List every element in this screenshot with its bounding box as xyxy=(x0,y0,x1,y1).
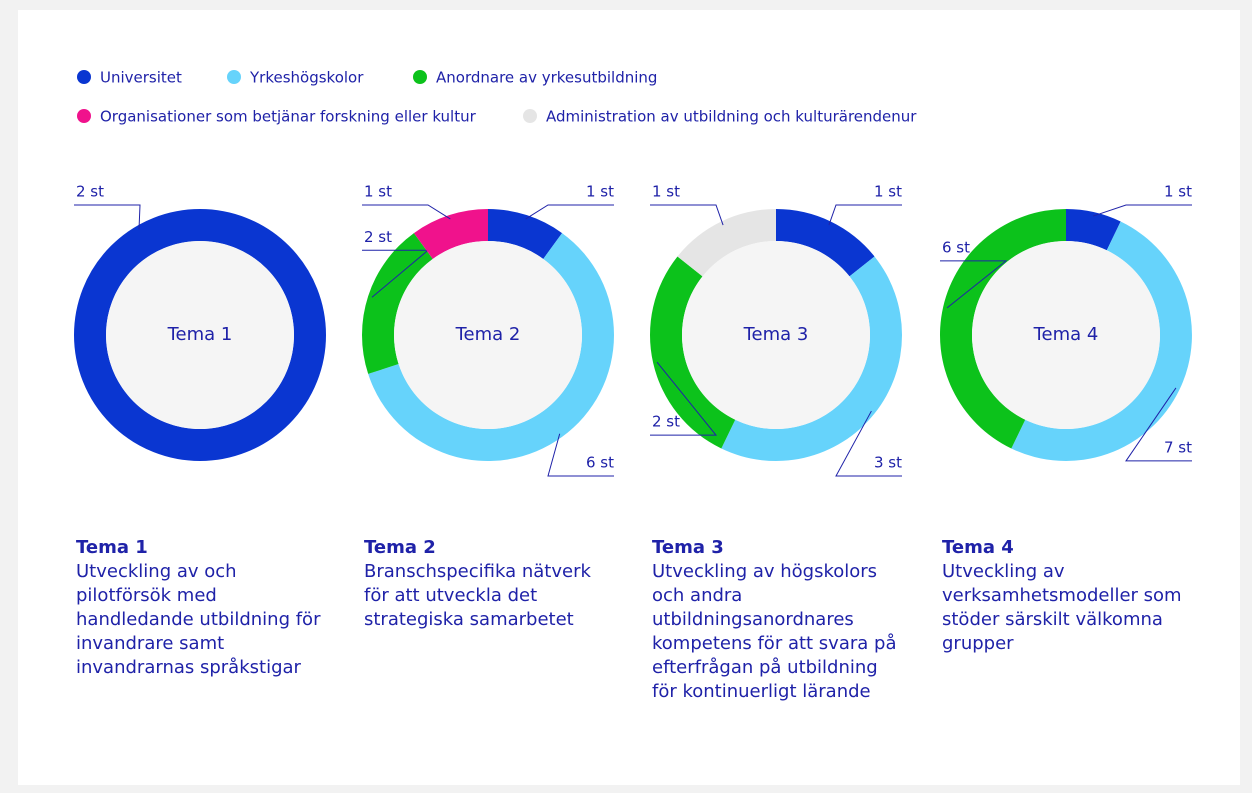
value-label: 6 st xyxy=(942,238,970,256)
donut-hole xyxy=(682,241,870,429)
description-title: Tema 1 xyxy=(76,537,148,558)
donut-title: Tema 3 xyxy=(743,324,809,345)
description-text: Utveckling av verksamhetsmodeller som st… xyxy=(942,561,1182,654)
description-title: Tema 2 xyxy=(364,537,436,558)
legend-dot xyxy=(227,70,241,84)
description-text: Utveckling av högskolors och andra utbil… xyxy=(652,561,897,702)
legend-label: Yrkeshögskolor xyxy=(249,69,364,87)
donut-segment xyxy=(650,256,736,449)
value-label: 1 st xyxy=(586,183,614,201)
donut-segment xyxy=(721,256,902,461)
donut-hole xyxy=(394,241,582,429)
description: Tema 2 Branschspecifika nätverk för att u… xyxy=(364,536,614,632)
donut-title: Tema 2 xyxy=(455,324,521,345)
description: Tema 4 Utveckling av verksamhetsmodeller … xyxy=(942,536,1192,656)
description: Tema 1 Utveckling av och pilotförsök med … xyxy=(76,536,326,680)
value-label: 1 st xyxy=(1164,183,1192,201)
donut-segment xyxy=(940,209,1066,449)
legend-label: Anordnare av yrkesutbildning xyxy=(436,69,657,87)
value-label: 3 st xyxy=(874,454,902,472)
value-label: 2 st xyxy=(364,228,392,246)
legend-label: Administration av utbildning och kulturä… xyxy=(546,108,917,126)
description-text: Branschspecifika nätverk för att utveckl… xyxy=(364,561,591,630)
leader-line xyxy=(362,204,451,220)
leader-line xyxy=(547,433,614,477)
leader-line xyxy=(940,260,1008,309)
donut-title: Tema 1 xyxy=(167,324,233,345)
donut-segment xyxy=(1011,221,1192,461)
legend-label: Organisationer som betjänar forskning el… xyxy=(100,108,477,126)
donut-title: Tema 4 xyxy=(1033,324,1099,345)
leader-line xyxy=(525,204,614,220)
leader-line xyxy=(650,361,718,436)
description-text: Utveckling av och pilotförsök med handle… xyxy=(76,561,321,678)
leader-line xyxy=(828,204,902,226)
value-label: 1 st xyxy=(874,183,902,201)
value-label: 1 st xyxy=(652,183,680,201)
value-label: 7 st xyxy=(1164,438,1192,456)
donut-segment xyxy=(368,233,614,461)
value-label: 2 st xyxy=(652,413,680,431)
legend-dot xyxy=(523,109,537,123)
value-label: 1 st xyxy=(364,183,392,201)
leader-line xyxy=(1125,387,1192,462)
value-label: 6 st xyxy=(586,454,614,472)
legend-label: Universitet xyxy=(100,69,182,87)
donut-hole xyxy=(972,241,1160,429)
legend-dot xyxy=(77,70,91,84)
donut-hole xyxy=(106,241,294,429)
legend-dot xyxy=(77,109,91,123)
value-label: 2 st xyxy=(76,183,104,201)
donut-segment xyxy=(413,209,488,259)
donut-segment xyxy=(74,209,326,461)
donut-segment xyxy=(362,233,433,374)
donut-segment xyxy=(1066,209,1121,251)
leader-line xyxy=(1092,204,1192,217)
donut-segment xyxy=(776,209,875,277)
leader-line xyxy=(650,204,724,226)
leader-line xyxy=(835,410,902,477)
leader-line xyxy=(74,204,141,230)
description: Tema 3 Utveckling av högskolors och andra… xyxy=(652,536,902,704)
donut-segment xyxy=(677,209,776,277)
donut-segment xyxy=(488,209,563,259)
description-title: Tema 4 xyxy=(942,537,1014,558)
legend-dot xyxy=(413,70,427,84)
description-title: Tema 3 xyxy=(652,537,724,558)
